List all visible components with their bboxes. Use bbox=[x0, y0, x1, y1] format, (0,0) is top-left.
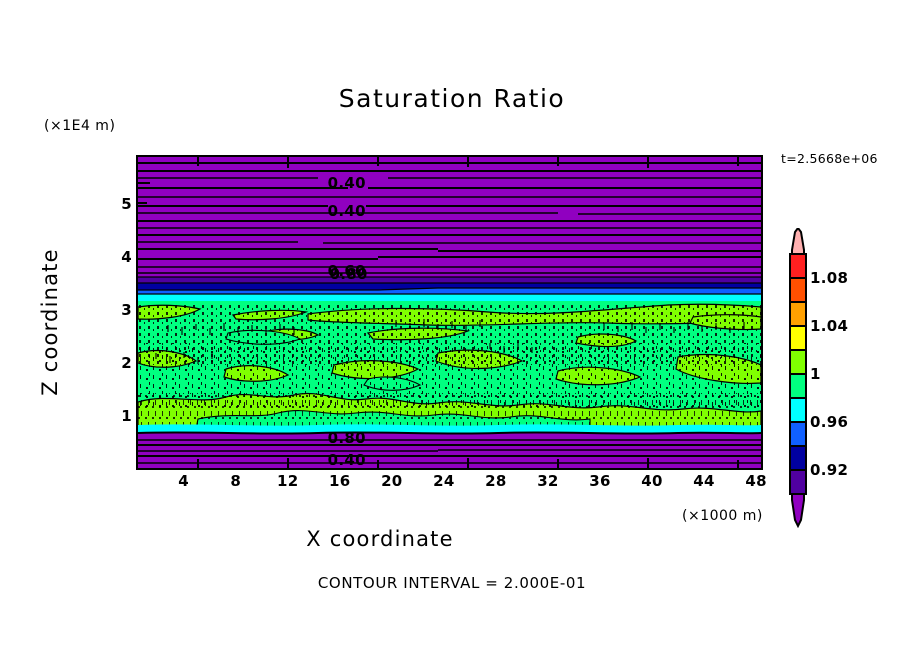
x-tick: 40 bbox=[641, 472, 663, 490]
time-annotation: t=2.5668e+06 bbox=[781, 151, 878, 166]
x-tick: 16 bbox=[329, 472, 351, 490]
x-tick: 32 bbox=[537, 472, 559, 490]
colorbar-band bbox=[789, 277, 807, 303]
colorbar-band bbox=[789, 301, 807, 327]
colorbar-tick-label: 1 bbox=[810, 365, 821, 383]
x-tick: 36 bbox=[589, 472, 611, 490]
x-tick: 8 bbox=[230, 472, 242, 490]
y-axis-ticks: 1 2 3 4 5 bbox=[92, 155, 132, 470]
contour-field bbox=[138, 157, 761, 468]
x-tick: 28 bbox=[485, 472, 507, 490]
colorbar-tick-label: 0.96 bbox=[810, 413, 849, 431]
y-tick: 2 bbox=[121, 353, 132, 372]
y-tick: 4 bbox=[121, 248, 132, 267]
y-tick: 5 bbox=[121, 195, 132, 214]
colorbar-band bbox=[789, 325, 807, 351]
colorbar-scale bbox=[789, 226, 807, 529]
colorbar-band-arrow-bottom bbox=[791, 493, 805, 529]
y-tick: 3 bbox=[121, 300, 132, 319]
contour-interval-caption: CONTOUR INTERVAL = 2.000E-01 bbox=[317, 574, 587, 592]
colorbar-tick-label: 1.04 bbox=[810, 317, 849, 335]
x-tick: 44 bbox=[693, 472, 715, 490]
x-tick: 48 bbox=[745, 472, 767, 490]
y-axis-title: Z coordinate bbox=[38, 248, 62, 396]
colorbar-band bbox=[789, 469, 807, 495]
colorbar-tick-label: 0.92 bbox=[810, 461, 849, 479]
colorbar-tick-label: 1.08 bbox=[810, 269, 849, 287]
contour-plot-area: 0.40 0.40 0.60 0.80 0.80 0.40 bbox=[136, 155, 763, 470]
x-tick: 4 bbox=[178, 472, 190, 490]
colorbar-band bbox=[789, 397, 807, 423]
colorbar-band-arrow-top bbox=[791, 226, 805, 255]
x-axis-ticks: 4 8 12 16 20 24 28 32 36 40 44 48 bbox=[136, 472, 767, 498]
x-tick: 24 bbox=[433, 472, 455, 490]
page-title: Saturation Ratio bbox=[338, 84, 566, 113]
colorbar-band bbox=[789, 373, 807, 399]
colorbar: 1.08 1.04 1 0.96 0.92 bbox=[778, 226, 898, 529]
colorbar-labels: 1.08 1.04 1 0.96 0.92 bbox=[810, 228, 898, 528]
y-axis-unit-label: (×1E4 m) bbox=[44, 118, 116, 134]
x-axis-unit-label: (×1000 m) bbox=[682, 508, 763, 524]
colorbar-band bbox=[789, 445, 807, 471]
x-tick: 20 bbox=[381, 472, 403, 490]
colorbar-band bbox=[789, 349, 807, 375]
colorbar-band bbox=[789, 253, 807, 279]
x-axis-title: X coordinate bbox=[306, 527, 454, 551]
x-tick: 12 bbox=[276, 472, 299, 490]
y-tick: 1 bbox=[121, 406, 132, 425]
colorbar-band bbox=[789, 421, 807, 447]
